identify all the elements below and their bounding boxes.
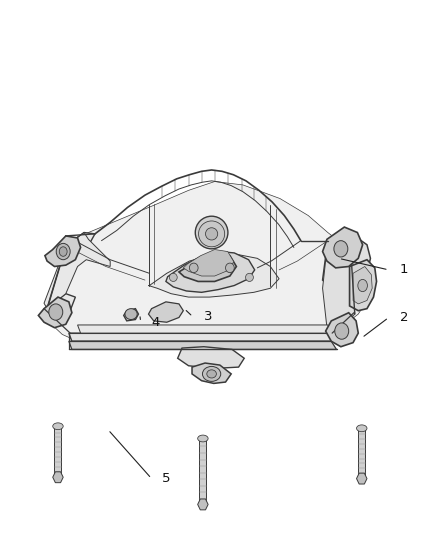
Polygon shape	[184, 249, 234, 276]
Text: 2: 2	[399, 311, 408, 324]
Polygon shape	[53, 232, 95, 261]
Ellipse shape	[189, 263, 198, 272]
Polygon shape	[327, 313, 355, 341]
Polygon shape	[39, 297, 72, 328]
Polygon shape	[199, 437, 206, 501]
Polygon shape	[148, 254, 279, 297]
Polygon shape	[353, 266, 372, 304]
Polygon shape	[53, 472, 63, 483]
Polygon shape	[78, 325, 331, 333]
Polygon shape	[44, 232, 110, 309]
Ellipse shape	[49, 304, 63, 320]
Ellipse shape	[335, 323, 349, 339]
Polygon shape	[166, 252, 254, 292]
Text: 4: 4	[152, 316, 160, 329]
Ellipse shape	[205, 228, 218, 240]
Polygon shape	[178, 346, 244, 368]
Polygon shape	[45, 236, 81, 266]
Ellipse shape	[125, 309, 137, 319]
Polygon shape	[47, 182, 367, 350]
Text: 3: 3	[204, 310, 212, 324]
Polygon shape	[124, 309, 138, 321]
Ellipse shape	[357, 425, 367, 432]
Polygon shape	[322, 232, 355, 336]
Polygon shape	[44, 294, 75, 324]
Text: 5: 5	[162, 472, 171, 485]
Ellipse shape	[202, 366, 221, 382]
Ellipse shape	[358, 279, 367, 292]
Polygon shape	[148, 302, 184, 322]
Text: 1: 1	[399, 263, 408, 277]
Polygon shape	[69, 333, 336, 341]
Ellipse shape	[226, 263, 234, 272]
Ellipse shape	[207, 370, 216, 378]
Ellipse shape	[195, 216, 228, 249]
Ellipse shape	[198, 221, 225, 247]
Ellipse shape	[56, 244, 70, 260]
Polygon shape	[192, 363, 231, 383]
Polygon shape	[357, 473, 367, 484]
Ellipse shape	[170, 273, 177, 281]
Ellipse shape	[198, 435, 208, 442]
Polygon shape	[358, 426, 365, 475]
Polygon shape	[325, 313, 358, 346]
Polygon shape	[54, 424, 61, 474]
Polygon shape	[198, 499, 208, 510]
Polygon shape	[322, 227, 363, 268]
Polygon shape	[179, 253, 237, 281]
Polygon shape	[350, 260, 377, 311]
Polygon shape	[69, 341, 336, 350]
Ellipse shape	[53, 423, 63, 430]
Ellipse shape	[246, 273, 253, 281]
Ellipse shape	[59, 247, 67, 256]
Polygon shape	[322, 232, 371, 290]
Ellipse shape	[334, 241, 348, 257]
